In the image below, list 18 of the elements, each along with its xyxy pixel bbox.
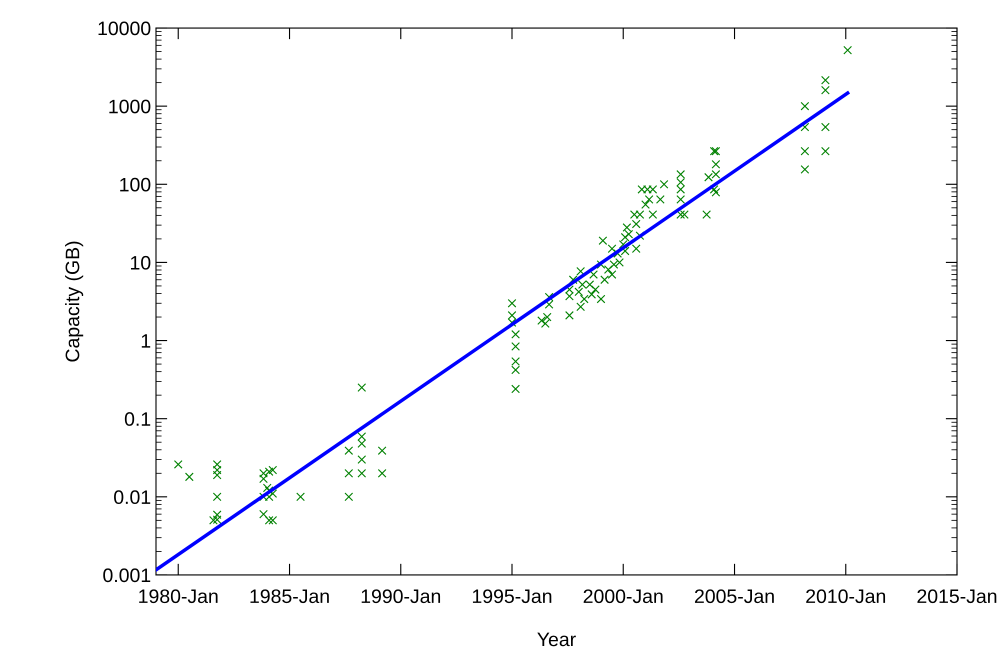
x-axis-title: Year	[537, 632, 576, 646]
x-tick-label: 1990-Jan	[362, 589, 440, 604]
y-tick-label: 0.001	[103, 568, 150, 582]
y-axis-title: Capacity (GB)	[65, 242, 84, 362]
x-tick-label: 1995-Jan	[472, 589, 552, 604]
y-tick-label: 0.1	[124, 412, 150, 426]
x-tick-label: 2010-Jan	[806, 589, 886, 604]
x-tick-label: 2000-Jan	[584, 589, 663, 604]
x-tick-label: 2005-Jan	[694, 589, 774, 604]
y-tick-label: 1	[142, 334, 150, 348]
y-tick-label: 0.01	[114, 490, 150, 504]
y-tick-label: 100	[120, 178, 150, 192]
y-tick-label: 10000	[98, 21, 150, 36]
y-tick-label: 10	[130, 256, 150, 270]
x-tick-label: 1980-Jan	[139, 589, 218, 604]
x-tick-label: 2015-Jan	[917, 589, 996, 604]
y-tick-label: 1000	[109, 100, 150, 114]
x-tick-label: 1985-Jan	[250, 589, 329, 604]
